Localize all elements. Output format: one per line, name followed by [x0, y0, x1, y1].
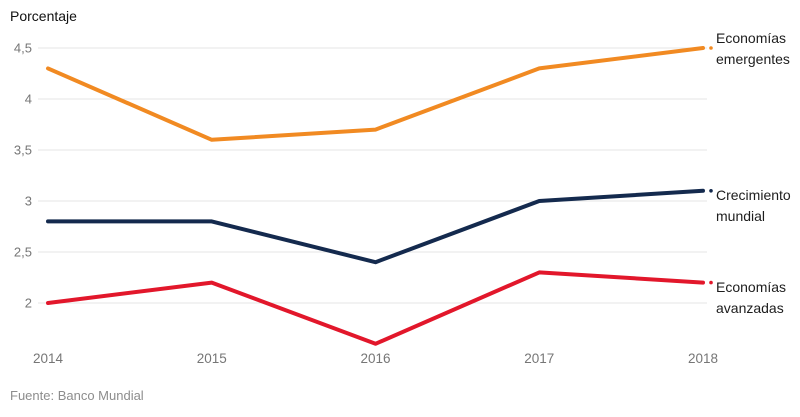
x-tick-label: 2014	[33, 351, 64, 366]
y-tick-label: 4,5	[14, 41, 32, 56]
y-tick-label: 4	[25, 92, 32, 107]
series-label-avanzadas: Economías avanzadas	[716, 279, 787, 316]
x-tick-label: 2016	[360, 351, 390, 366]
y-tick-label: 2,5	[14, 245, 32, 260]
series-end-dot	[709, 46, 713, 50]
series-end-dot	[709, 189, 713, 193]
series-line	[46, 46, 705, 142]
y-tick-label: 3	[25, 194, 32, 209]
series-end-dot	[709, 280, 713, 285]
series-label-mundial: Crecimiento mundial	[716, 187, 791, 224]
x-tick-label: 2018	[688, 351, 718, 366]
x-tick-label: 2017	[524, 351, 554, 366]
source-note: Fuente: Banco Mundial	[10, 388, 144, 403]
series-line	[46, 188, 705, 265]
series-line	[46, 270, 705, 346]
chart-title: Porcentaje	[10, 8, 77, 24]
x-tick-label: 2015	[197, 351, 227, 366]
y-tick-label: 3,5	[14, 143, 32, 158]
series-label-emergentes: Economías emergentes	[716, 30, 790, 67]
y-tick-label: 2	[25, 296, 32, 311]
